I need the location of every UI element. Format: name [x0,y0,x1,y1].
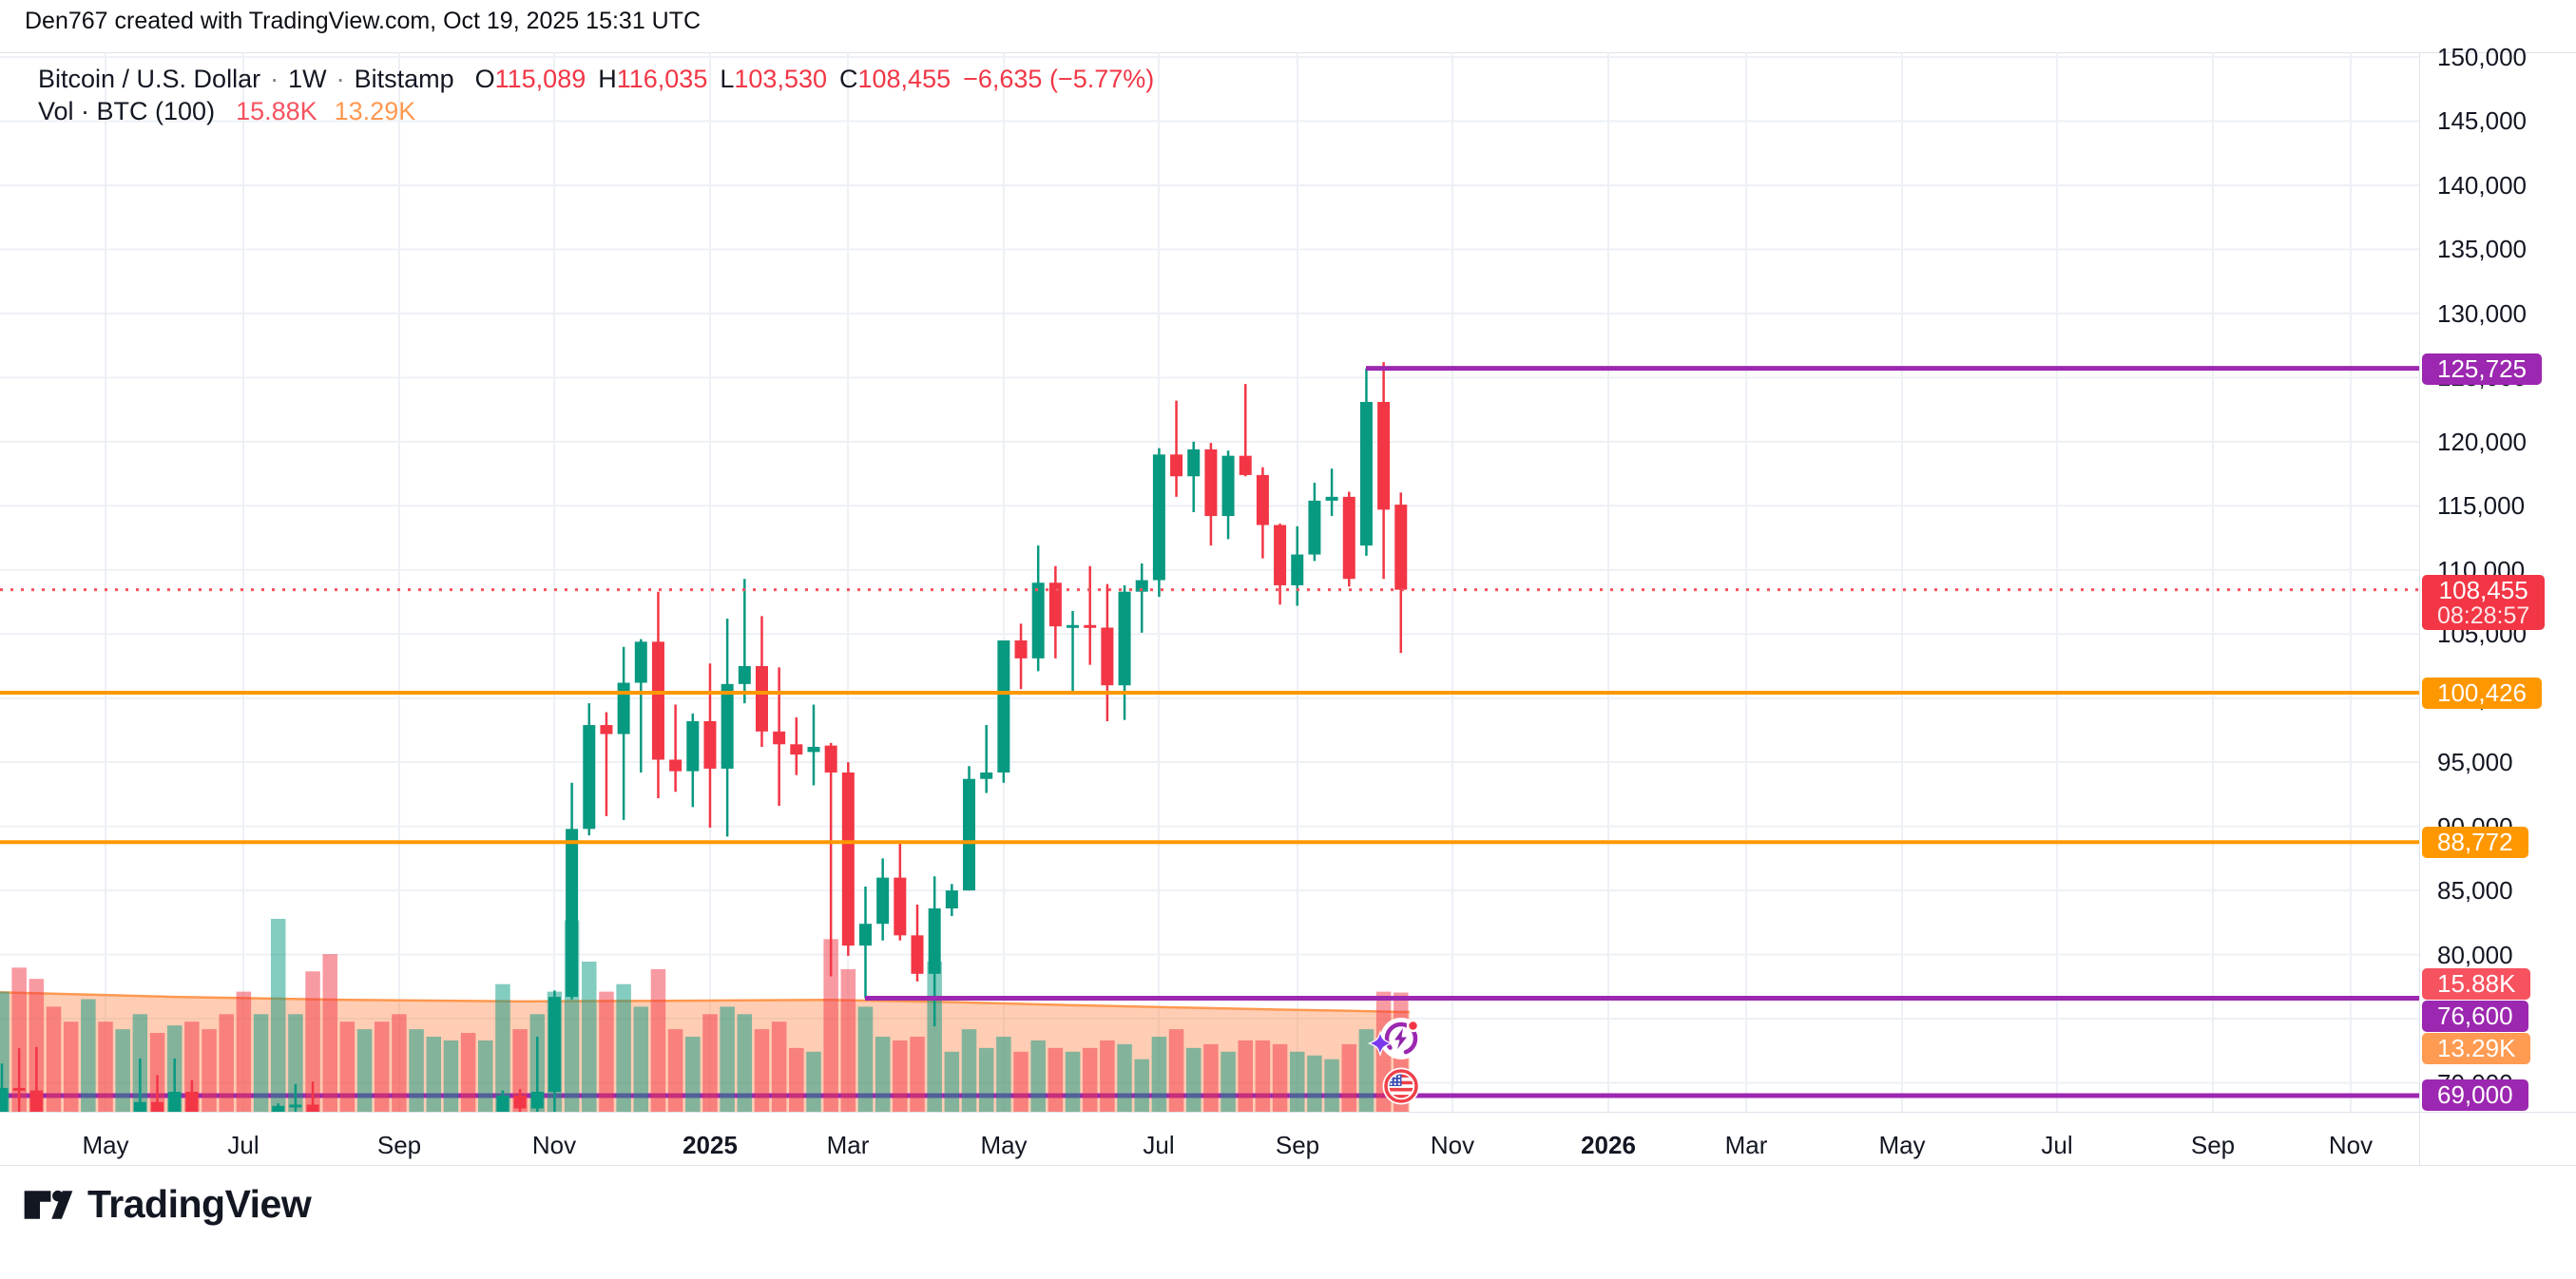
price-tick-150000: 150,000 [2437,43,2527,71]
time-label-Nov: Nov [531,1131,577,1159]
legend: Bitcoin / U.S. Dollar · 1W · Bitstamp O1… [38,63,1154,127]
price-badge-level-76600: 76,600 [2422,1000,2528,1032]
ohlc-close: C108,455 [839,65,952,93]
volume-bars [0,918,1409,1112]
price-badge-level-125725: 125,725 [2422,353,2542,385]
ohlc-high: H116,035 [598,65,708,93]
time-label-Jul: Jul [227,1131,260,1159]
time-label-Nov: Nov [2328,1131,2374,1159]
interval-label: 1W [288,65,327,93]
time-label-Jul: Jul [2041,1131,2073,1159]
price-tick-130000: 130,000 [2437,298,2527,328]
price-lines [0,366,2419,1001]
widget-bottom-border [0,1165,2576,1166]
separator-dot: · [270,65,279,93]
time-label-May: May [82,1131,129,1159]
price-badge-current-price-countdown: 108,455 08:28:57 [2422,575,2546,630]
price-badge-volume-ma-value: 13.29K [2422,1032,2531,1064]
time-label-2025: 2025 [682,1131,738,1159]
legend-symbol-row[interactable]: Bitcoin / U.S. Dollar · 1W · Bitstamp O1… [38,63,1154,95]
ohlc-open: O115,089 [474,65,586,93]
time-label-Sep: Sep [2190,1131,2236,1159]
time-label-2026: 2026 [1581,1131,1636,1159]
time-label-Jul: Jul [1143,1131,1175,1159]
price-badge-level-100426: 100,426 [2422,677,2542,709]
exchange-label: Bitstamp [354,65,454,93]
price-tick-140000: 140,000 [2437,170,2527,200]
credit-text: Den767 created with TradingView.com, Oct… [25,8,702,34]
brand-name: TradingView [87,1182,312,1226]
price-tick-80000: 80,000 [2437,940,2513,969]
time-label-Sep: Sep [1275,1131,1320,1159]
time-label-Mar: Mar [1724,1131,1768,1159]
separator-dot: · [336,65,345,93]
time-label-May: May [980,1131,1028,1159]
price-badge-level-69000: 69,000 [2422,1079,2528,1111]
legend-volume-row[interactable]: Vol · BTC (100) 15.88K 13.29K [38,95,1154,127]
volume-indicator-label: Vol · BTC (100) [38,97,216,125]
price-tick-115000: 115,000 [2437,491,2526,521]
volume-ma-value-text: 13.29K [334,97,416,125]
tradingview-logo[interactable]: TradingView [23,1182,312,1227]
price-badge-volume-value: 15.88K [2422,967,2531,1000]
time-label-Sep: Sep [376,1131,422,1159]
time-axis-border [0,1112,2576,1113]
sticker-usa-flag[interactable] [1382,1067,1420,1105]
tradingview-logo-icon [24,1190,73,1219]
price-tick-135000: 135,000 [2437,235,2527,264]
time-label-May: May [1878,1131,1926,1159]
volume-value-text: 15.88K [236,97,317,125]
widget-top-border [0,52,2576,53]
ohlc-low: L103,530 [720,65,827,93]
price-axis-border [2419,52,2420,1165]
symbol-title: Bitcoin / U.S. Dollar [38,65,261,93]
price-tick-145000: 145,000 [2437,106,2527,136]
time-label-Nov: Nov [1430,1131,1475,1159]
sticker-lightning-boost[interactable] [1367,1018,1422,1059]
candlesticks [0,362,1408,1112]
price-chart-canvas[interactable] [0,52,2419,1112]
price-badge-level-88772: 88,772 [2422,826,2528,858]
price-tick-120000: 120,000 [2437,427,2527,456]
time-label-Mar: Mar [826,1131,870,1159]
change-value: −6,635 (−5.77%) [963,65,1155,93]
price-tick-85000: 85,000 [2437,876,2513,906]
price-tick-95000: 95,000 [2437,748,2513,777]
gridlines [0,52,2419,1112]
